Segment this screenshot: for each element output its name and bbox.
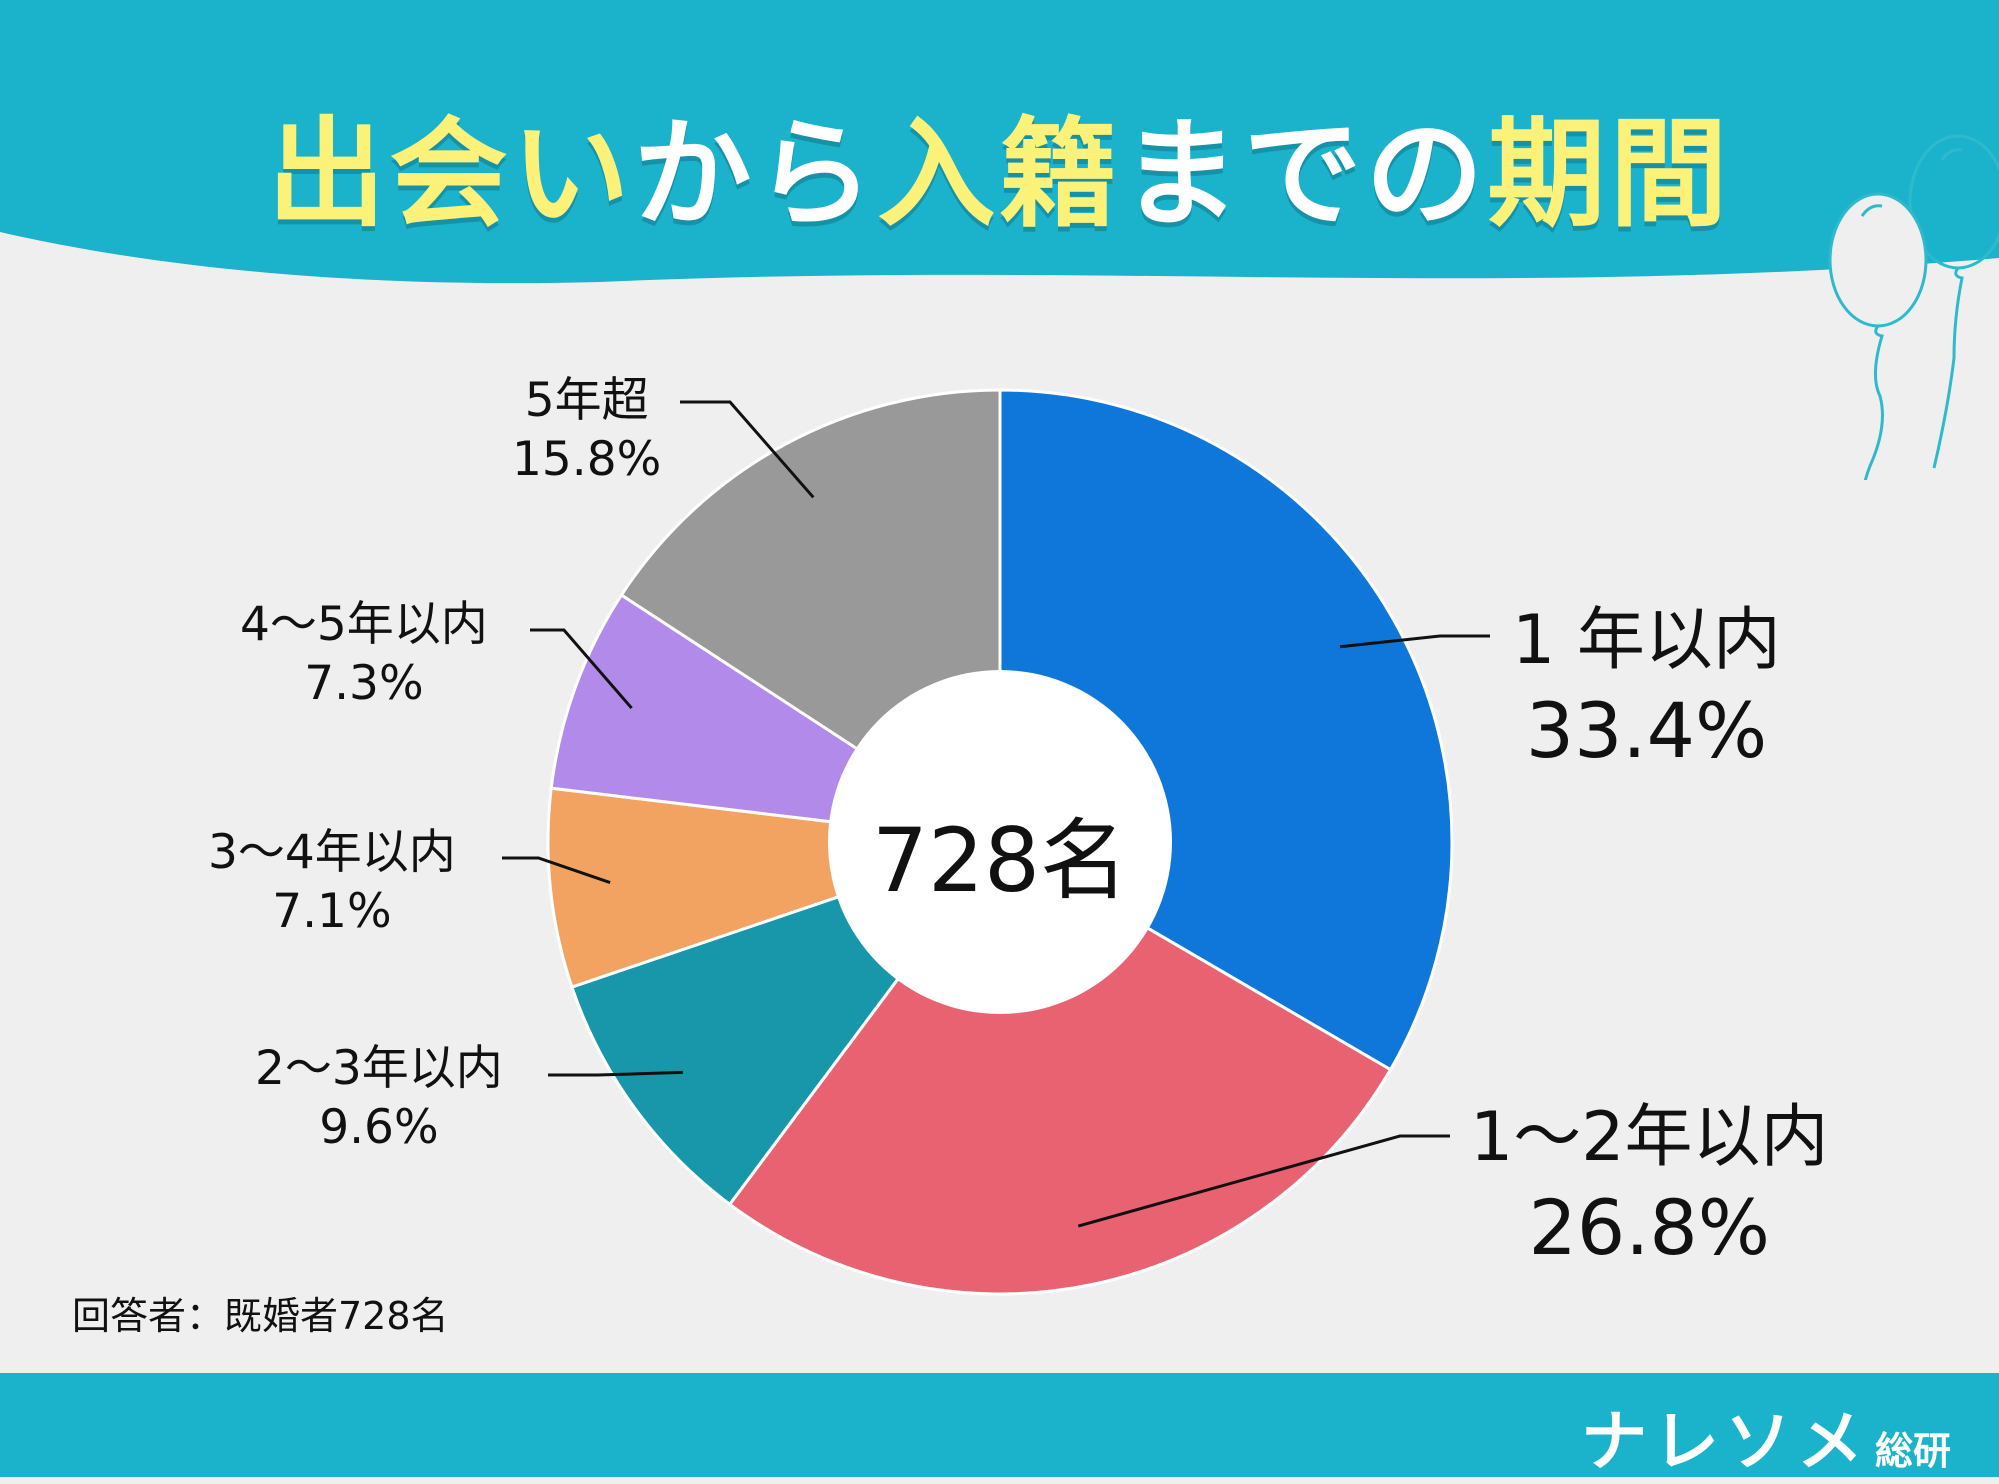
brand-logo: ナレソメ 総研 (1581, 1388, 1951, 1484)
slice-percent: 33.4% (1525, 686, 1768, 775)
slice-percent: 15.8% (512, 431, 662, 487)
header-banner (0, 0, 1999, 290)
brand-suffix: 総研 (1874, 1429, 1951, 1473)
slice-label-over5years: 5年超 15.8% (512, 372, 661, 490)
brand-name: ナレソメ (1580, 1403, 1869, 1480)
slice-label-1year: 1 年以内 33.4% (1512, 598, 1781, 778)
leader-line (530, 628, 633, 710)
title-part: 期間 (1487, 105, 1732, 243)
slice-name: 5年超 (524, 373, 649, 428)
slice-label-1to2years: 1～2年以内 26.8% (1470, 1095, 1829, 1275)
header-wave (0, 0, 1999, 284)
title-part: 出会い (267, 105, 634, 243)
title-part: までの (1121, 105, 1488, 243)
respondents-note: 回答者：既婚者728名 (72, 1294, 449, 1338)
leader-line (502, 856, 611, 884)
slice-name: 1～2年以内 (1470, 1098, 1829, 1177)
chart-title: 出会いから入籍までの期間 (0, 78, 1999, 249)
slice-percent: 7.3% (304, 655, 424, 711)
slice-name: 3～4年以内 (208, 825, 456, 880)
slice-percent: 9.6% (319, 1099, 439, 1155)
center-total-label: 728名 (872, 809, 1128, 912)
leader-line (548, 1070, 683, 1077)
leader-line (1077, 1134, 1450, 1228)
leader-line (680, 400, 815, 499)
slice-percent: 7.1% (272, 883, 392, 939)
slice-label-4to5years: 4～5年以内 7.3% (240, 596, 488, 714)
title-part: 入籍 (877, 105, 1122, 243)
slice-percent: 26.8% (1528, 1183, 1770, 1272)
slice-label-3to4years: 3～4年以内 7.1% (208, 824, 456, 942)
leader-line (1339, 634, 1490, 649)
slice-name: 4～5年以内 (240, 597, 488, 652)
footer-bar: ナレソメ 総研 (0, 1373, 1999, 1480)
balloons-icon (1828, 134, 1999, 480)
title-part: から (633, 105, 878, 243)
slice-name: 2～3年以内 (255, 1041, 503, 1096)
pie-slice (727, 840, 1393, 1296)
donut-hole (828, 670, 1172, 1014)
slice-label-2to3years: 2～3年以内 9.6% (255, 1040, 503, 1158)
slice-name: 1 年以内 (1512, 601, 1781, 680)
